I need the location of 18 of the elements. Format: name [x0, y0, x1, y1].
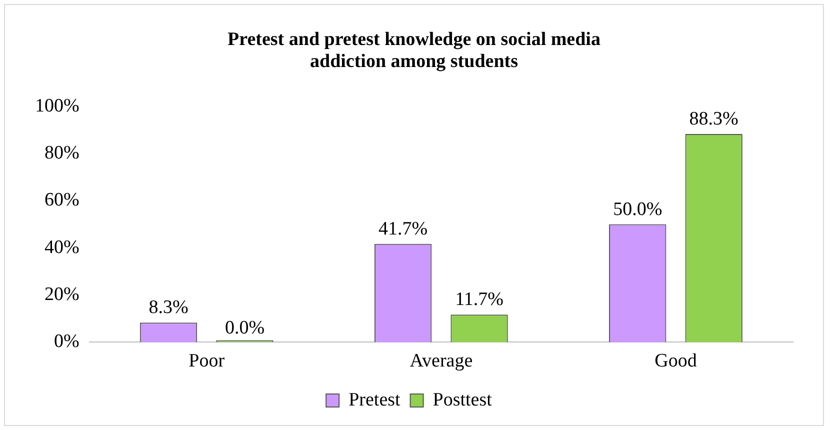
y-tick-label: 0%: [54, 331, 80, 352]
y-tick-label: 20%: [44, 284, 80, 306]
legend-label: Pretest: [348, 389, 402, 410]
y-tick-label: 60%: [44, 190, 80, 211]
x-tick-label: Average: [410, 350, 473, 372]
data-label: 11.7%: [455, 289, 504, 310]
x-tick-label: Poor: [188, 350, 226, 372]
data-label: 41.7%: [378, 218, 428, 240]
data-label: 0.0%: [224, 318, 265, 339]
data-label: 88.3%: [689, 108, 739, 130]
y-tick-label: 100%: [35, 95, 80, 116]
legend-label: Posttest: [432, 389, 493, 410]
x-tick-label: Good: [654, 350, 698, 372]
y-tick-label: 80%: [44, 142, 80, 164]
y-tick-label: 40%: [44, 236, 80, 258]
data-label: 50.0%: [613, 198, 662, 220]
data-label: 8.3%: [148, 297, 188, 318]
chart-title: Pretest and pretest knowledge on social media addiction among students: [226, 29, 602, 73]
